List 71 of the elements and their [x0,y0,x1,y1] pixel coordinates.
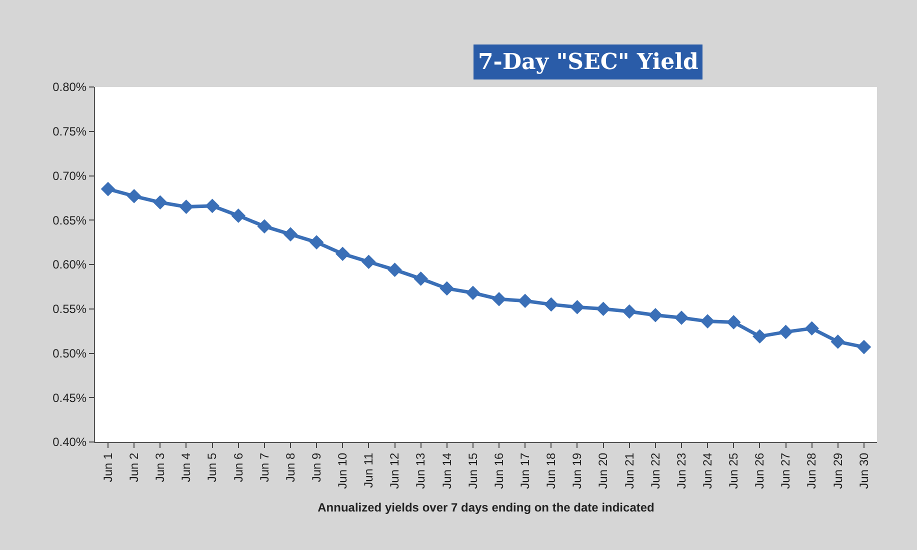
x-tick-label: Jun 22 [648,452,662,489]
point [700,314,715,328]
x-tick-label: Jun 24 [700,452,714,489]
x-tick-label: Jun 6 [231,452,246,482]
x-tick-label: Jun 9 [309,452,324,482]
x-tick-label: Jun 4 [179,452,194,482]
point [362,254,376,269]
point [283,227,298,242]
x-tick-label: Jun 13 [414,452,428,489]
point [335,246,350,261]
point [179,200,194,214]
point [752,329,767,344]
point [309,235,324,250]
point [804,321,819,336]
point [830,334,846,349]
point [440,281,454,296]
point [596,302,610,316]
x-tick-label: Jun 29 [830,452,845,489]
point [674,310,689,325]
x-axis-title: Annualized yields over 7 days ending on the date indicated [318,500,654,515]
x-tick-label: Jun 30 [856,452,871,489]
y-tick-label: 0.70% [52,168,87,183]
point [100,182,116,196]
point [257,219,272,234]
point [622,304,637,319]
x-tick-label: Jun 25 [726,452,741,489]
point [231,208,246,223]
x-tick-label: Jun 20 [596,452,610,489]
x-tick-label: Jun 2 [127,452,141,482]
x-tick-label: Jun 23 [674,452,688,489]
point [726,315,741,330]
x-tick-label: Jun 28 [804,452,819,489]
x-tick-label: Jun 11 [362,452,376,488]
point [466,286,480,300]
x-tick-label: Jun 26 [752,452,767,489]
x-tick-label: Jun 16 [492,452,506,489]
chart-title: 7-Day "SEC" Yield [478,49,698,75]
point [778,324,793,340]
y-tick-label: 0.80% [52,80,87,94]
point [388,262,402,277]
x-tick-label: Jun 12 [388,452,402,489]
x-tick-label: Jun 18 [544,452,558,489]
x-tick-label: Jun 5 [205,452,220,482]
point [570,300,584,314]
point [492,292,506,306]
point [648,308,663,322]
point [544,297,558,312]
y-tick-label: 0.50% [52,346,87,360]
point [518,294,532,308]
point [856,340,872,354]
x-tick-label: Jun 3 [153,452,168,482]
x-tick-label: Jun 1 [100,452,115,482]
x-tick-label: Jun 27 [778,452,793,489]
point [205,198,220,214]
point [153,195,168,210]
x-tick-label: Jun 14 [440,452,454,489]
y-tick-label: 0.75% [52,124,87,139]
point [414,272,428,286]
x-tick-label: Jun 10 [336,452,350,489]
x-tick-label: Jun 8 [283,452,298,482]
point [126,189,142,204]
x-tick-label: Jun 19 [570,452,584,489]
y-tick-label: 0.40% [52,435,87,450]
x-tick-label: Jun 17 [518,452,532,489]
x-tick-label: Jun 21 [622,452,636,489]
x-tick-label: Jun 7 [257,452,272,482]
x-tick-label: Jun 15 [466,452,480,489]
y-tick-label: 0.55% [52,302,87,316]
y-tick-label: 0.45% [52,390,87,405]
y-tick-label: 0.60% [52,258,87,272]
y-tick-label: 0.65% [52,213,87,228]
